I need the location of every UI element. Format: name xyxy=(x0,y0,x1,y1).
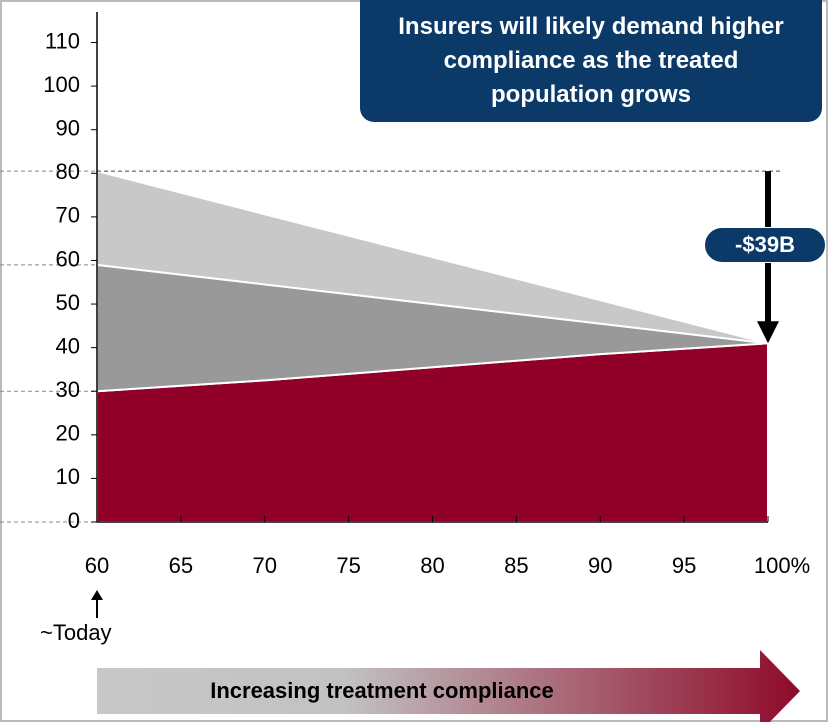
y-tick-label: 30 xyxy=(56,377,80,402)
x-tick-label: 90 xyxy=(588,553,612,578)
today-arrow-head xyxy=(91,590,103,600)
x-tick-label: 80 xyxy=(420,553,444,578)
x-tick-label: 60 xyxy=(85,553,109,578)
y-tick-label: 90 xyxy=(56,116,80,141)
compliance-arrow xyxy=(97,650,800,722)
y-tick-label: 40 xyxy=(56,333,80,358)
x-tick-label: 85 xyxy=(504,553,528,578)
y-tick-label: 70 xyxy=(56,203,80,228)
y-tick-label: 0 xyxy=(68,508,80,533)
savings-arrow-head xyxy=(757,321,779,344)
y-tick-label: 60 xyxy=(56,246,80,271)
y-tick-label: 100 xyxy=(43,72,80,97)
annotation-box: Insurers will likely demand higher compl… xyxy=(360,0,822,122)
today-label: ~Today xyxy=(40,620,112,645)
y-tick-label: 110 xyxy=(45,28,80,53)
y-tick-label: 20 xyxy=(56,421,80,446)
y-tick-label: 10 xyxy=(56,464,80,489)
x-tick-label: 100% xyxy=(754,553,810,578)
x-tick-label: 95 xyxy=(672,553,696,578)
x-tick-label: 65 xyxy=(169,553,193,578)
y-tick-label: 50 xyxy=(56,290,80,315)
x-tick-label: 75 xyxy=(336,553,360,578)
y-tick-label: 80 xyxy=(56,159,80,184)
x-tick-label: 70 xyxy=(253,553,277,578)
area xyxy=(96,169,769,345)
savings-label: -$39B xyxy=(704,227,826,263)
compliance-label: Increasing treatment compliance xyxy=(210,678,554,703)
